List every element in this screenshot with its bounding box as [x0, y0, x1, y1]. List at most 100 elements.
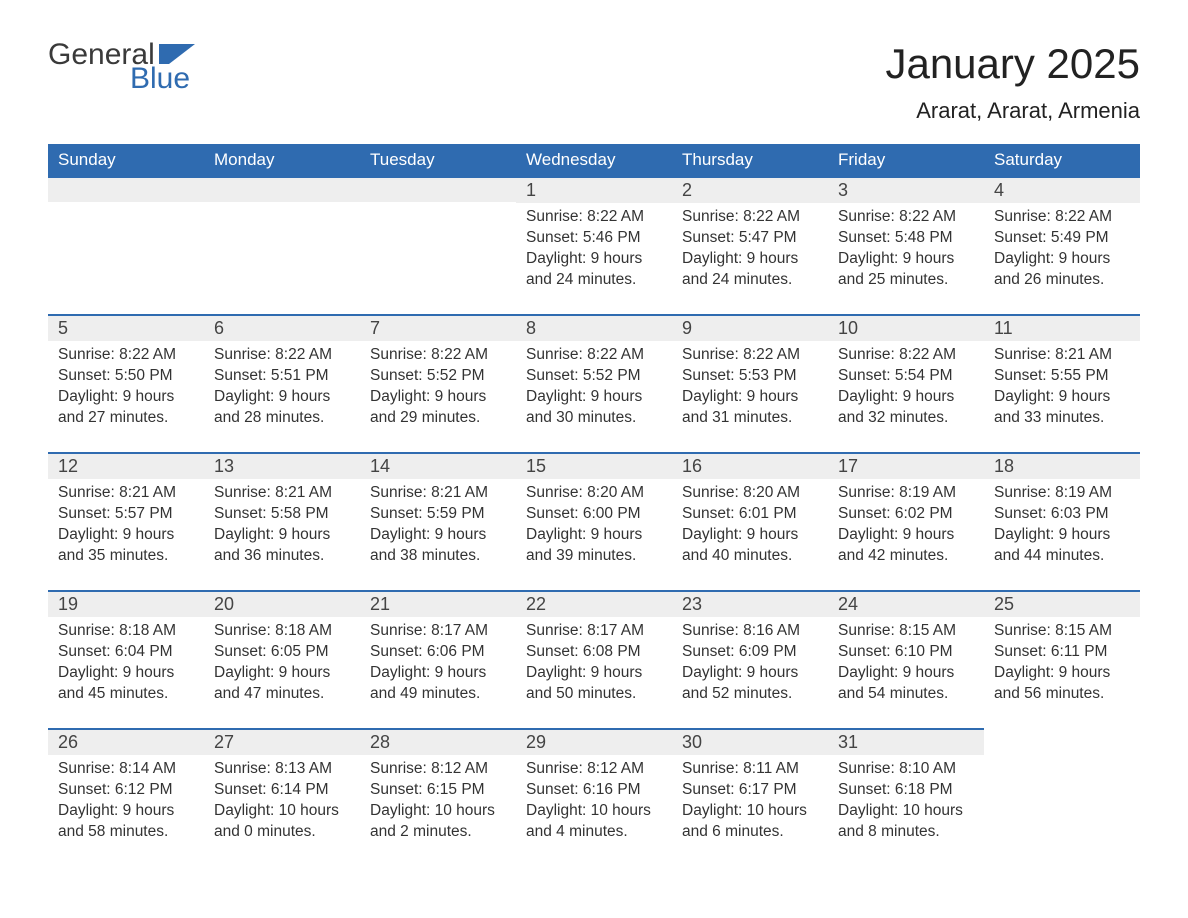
calendar-cell: 26Sunrise: 8:14 AMSunset: 6:12 PMDayligh… — [48, 728, 204, 866]
calendar-cell: 27Sunrise: 8:13 AMSunset: 6:14 PMDayligh… — [204, 728, 360, 866]
calendar-cell: 29Sunrise: 8:12 AMSunset: 6:16 PMDayligh… — [516, 728, 672, 866]
empty-day-header — [48, 176, 204, 202]
empty-day-header — [204, 176, 360, 202]
daylight-text: and 31 minutes. — [682, 408, 818, 429]
header: General Blue January 2025 Ararat, Ararat… — [48, 40, 1140, 136]
day-content: Sunrise: 8:22 AMSunset: 5:54 PMDaylight:… — [828, 341, 984, 437]
day-number: 27 — [204, 728, 360, 755]
calendar-cell: 3Sunrise: 8:22 AMSunset: 5:48 PMDaylight… — [828, 176, 984, 314]
sunrise-text: Sunrise: 8:22 AM — [682, 345, 818, 366]
day-number: 6 — [204, 314, 360, 341]
daylight-text: Daylight: 9 hours — [994, 249, 1130, 270]
sunset-text: Sunset: 6:02 PM — [838, 504, 974, 525]
calendar-week: 26Sunrise: 8:14 AMSunset: 6:12 PMDayligh… — [48, 728, 1140, 866]
sunset-text: Sunset: 6:09 PM — [682, 642, 818, 663]
sunrise-text: Sunrise: 8:22 AM — [994, 207, 1130, 228]
sunrise-text: Sunrise: 8:17 AM — [526, 621, 662, 642]
sunrise-text: Sunrise: 8:21 AM — [58, 483, 194, 504]
day-number: 3 — [828, 176, 984, 203]
sunrise-text: Sunrise: 8:22 AM — [838, 345, 974, 366]
day-content: Sunrise: 8:18 AMSunset: 6:05 PMDaylight:… — [204, 617, 360, 713]
sunset-text: Sunset: 5:47 PM — [682, 228, 818, 249]
daylight-text: and 33 minutes. — [994, 408, 1130, 429]
day-content: Sunrise: 8:21 AMSunset: 5:59 PMDaylight:… — [360, 479, 516, 575]
daylight-text: Daylight: 9 hours — [370, 525, 506, 546]
sunset-text: Sunset: 6:01 PM — [682, 504, 818, 525]
day-number: 8 — [516, 314, 672, 341]
day-content: Sunrise: 8:22 AMSunset: 5:52 PMDaylight:… — [516, 341, 672, 437]
daylight-text: and 36 minutes. — [214, 546, 350, 567]
sunset-text: Sunset: 5:57 PM — [58, 504, 194, 525]
sunset-text: Sunset: 6:06 PM — [370, 642, 506, 663]
sunrise-text: Sunrise: 8:22 AM — [682, 207, 818, 228]
calendar-cell: 11Sunrise: 8:21 AMSunset: 5:55 PMDayligh… — [984, 314, 1140, 452]
calendar-cell: 30Sunrise: 8:11 AMSunset: 6:17 PMDayligh… — [672, 728, 828, 866]
calendar-cell: 25Sunrise: 8:15 AMSunset: 6:11 PMDayligh… — [984, 590, 1140, 728]
calendar-cell: 21Sunrise: 8:17 AMSunset: 6:06 PMDayligh… — [360, 590, 516, 728]
calendar-cell: 14Sunrise: 8:21 AMSunset: 5:59 PMDayligh… — [360, 452, 516, 590]
sunrise-text: Sunrise: 8:22 AM — [370, 345, 506, 366]
day-number: 14 — [360, 452, 516, 479]
daylight-text: and 0 minutes. — [214, 822, 350, 843]
day-number: 11 — [984, 314, 1140, 341]
daylight-text: and 38 minutes. — [370, 546, 506, 567]
daylight-text: Daylight: 9 hours — [214, 663, 350, 684]
calendar-cell: 18Sunrise: 8:19 AMSunset: 6:03 PMDayligh… — [984, 452, 1140, 590]
sunrise-text: Sunrise: 8:22 AM — [838, 207, 974, 228]
weekday-row: SundayMondayTuesdayWednesdayThursdayFrid… — [48, 144, 1140, 176]
daylight-text: Daylight: 10 hours — [370, 801, 506, 822]
sunset-text: Sunset: 5:50 PM — [58, 366, 194, 387]
sunrise-text: Sunrise: 8:10 AM — [838, 759, 974, 780]
calendar-cell: 28Sunrise: 8:12 AMSunset: 6:15 PMDayligh… — [360, 728, 516, 866]
calendar-cell: 9Sunrise: 8:22 AMSunset: 5:53 PMDaylight… — [672, 314, 828, 452]
sunrise-text: Sunrise: 8:19 AM — [838, 483, 974, 504]
daylight-text: and 35 minutes. — [58, 546, 194, 567]
day-content: Sunrise: 8:22 AMSunset: 5:49 PMDaylight:… — [984, 203, 1140, 299]
day-content: Sunrise: 8:19 AMSunset: 6:02 PMDaylight:… — [828, 479, 984, 575]
daylight-text: and 40 minutes. — [682, 546, 818, 567]
day-number: 16 — [672, 452, 828, 479]
calendar-cell — [360, 176, 516, 314]
daylight-text: and 29 minutes. — [370, 408, 506, 429]
month-title: January 2025 — [885, 40, 1140, 88]
calendar-cell: 19Sunrise: 8:18 AMSunset: 6:04 PMDayligh… — [48, 590, 204, 728]
daylight-text: Daylight: 9 hours — [838, 387, 974, 408]
daylight-text: Daylight: 10 hours — [214, 801, 350, 822]
day-content: Sunrise: 8:22 AMSunset: 5:47 PMDaylight:… — [672, 203, 828, 299]
day-content: Sunrise: 8:18 AMSunset: 6:04 PMDaylight:… — [48, 617, 204, 713]
day-number: 4 — [984, 176, 1140, 203]
sunset-text: Sunset: 6:17 PM — [682, 780, 818, 801]
day-content: Sunrise: 8:22 AMSunset: 5:53 PMDaylight:… — [672, 341, 828, 437]
day-number: 13 — [204, 452, 360, 479]
day-content: Sunrise: 8:19 AMSunset: 6:03 PMDaylight:… — [984, 479, 1140, 575]
day-number: 15 — [516, 452, 672, 479]
day-content: Sunrise: 8:21 AMSunset: 5:57 PMDaylight:… — [48, 479, 204, 575]
sunset-text: Sunset: 6:04 PM — [58, 642, 194, 663]
sunrise-text: Sunrise: 8:21 AM — [994, 345, 1130, 366]
daylight-text: and 24 minutes. — [526, 270, 662, 291]
daylight-text: Daylight: 9 hours — [994, 525, 1130, 546]
daylight-text: Daylight: 9 hours — [370, 663, 506, 684]
daylight-text: Daylight: 9 hours — [370, 387, 506, 408]
sunset-text: Sunset: 5:48 PM — [838, 228, 974, 249]
sunrise-text: Sunrise: 8:15 AM — [838, 621, 974, 642]
day-content: Sunrise: 8:22 AMSunset: 5:48 PMDaylight:… — [828, 203, 984, 299]
calendar-week: 19Sunrise: 8:18 AMSunset: 6:04 PMDayligh… — [48, 590, 1140, 728]
sunrise-text: Sunrise: 8:12 AM — [370, 759, 506, 780]
sunrise-text: Sunrise: 8:20 AM — [682, 483, 818, 504]
day-content: Sunrise: 8:14 AMSunset: 6:12 PMDaylight:… — [48, 755, 204, 851]
day-number: 29 — [516, 728, 672, 755]
daylight-text: and 44 minutes. — [994, 546, 1130, 567]
calendar-cell: 13Sunrise: 8:21 AMSunset: 5:58 PMDayligh… — [204, 452, 360, 590]
sunset-text: Sunset: 6:12 PM — [58, 780, 194, 801]
day-content: Sunrise: 8:22 AMSunset: 5:46 PMDaylight:… — [516, 203, 672, 299]
daylight-text: Daylight: 9 hours — [682, 525, 818, 546]
sunset-text: Sunset: 6:08 PM — [526, 642, 662, 663]
day-content: Sunrise: 8:16 AMSunset: 6:09 PMDaylight:… — [672, 617, 828, 713]
calendar-cell: 10Sunrise: 8:22 AMSunset: 5:54 PMDayligh… — [828, 314, 984, 452]
daylight-text: and 25 minutes. — [838, 270, 974, 291]
calendar-week: 12Sunrise: 8:21 AMSunset: 5:57 PMDayligh… — [48, 452, 1140, 590]
sunset-text: Sunset: 6:14 PM — [214, 780, 350, 801]
sunrise-text: Sunrise: 8:18 AM — [58, 621, 194, 642]
daylight-text: Daylight: 9 hours — [58, 801, 194, 822]
